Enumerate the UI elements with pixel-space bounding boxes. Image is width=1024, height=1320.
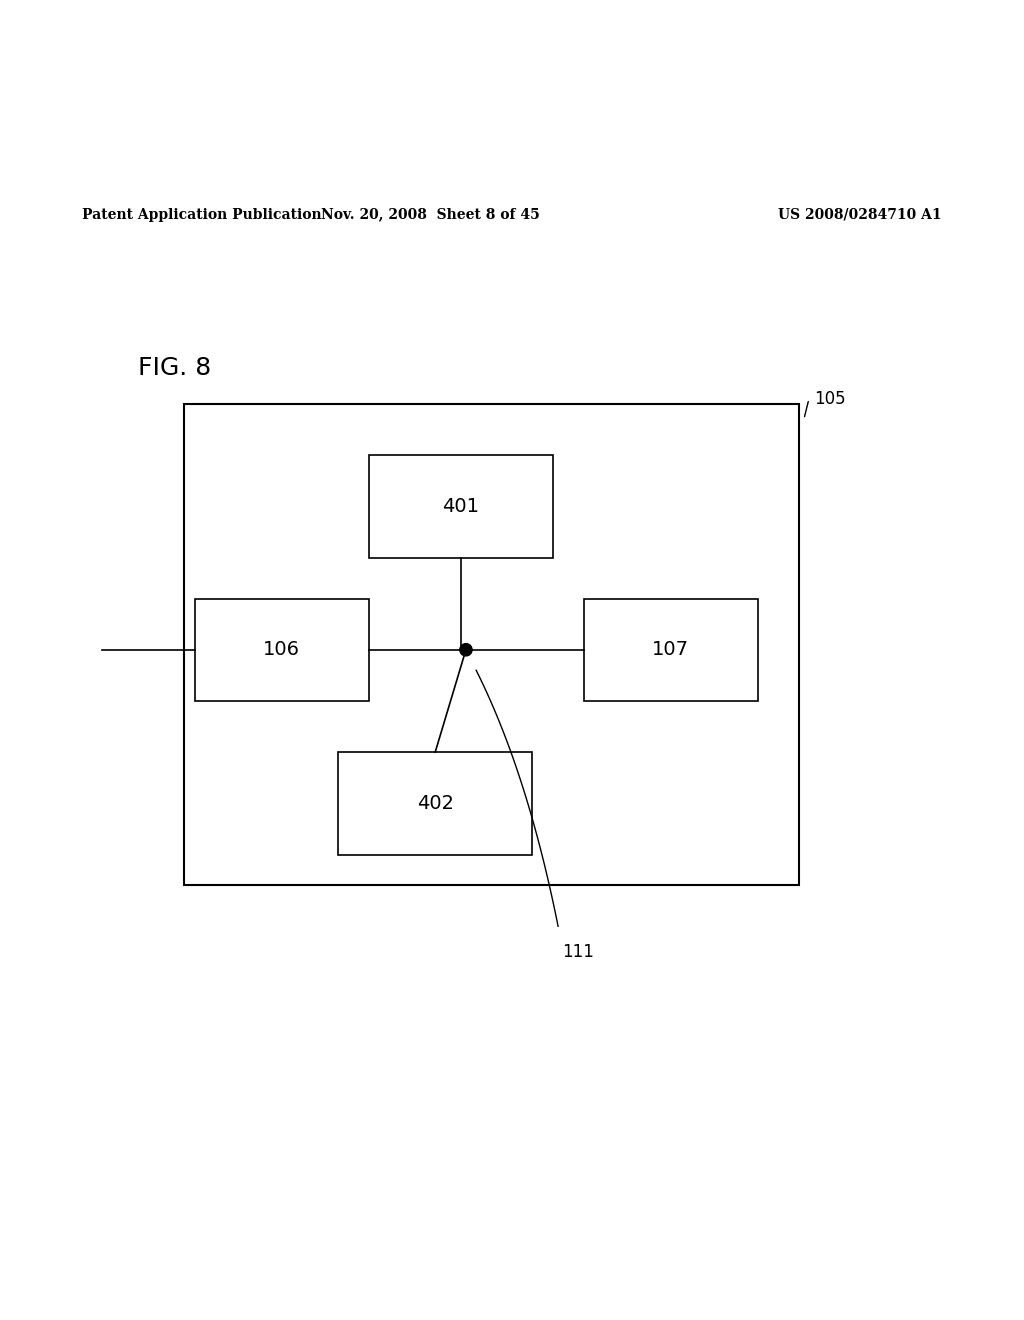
Circle shape [460, 644, 472, 656]
Text: 105: 105 [814, 389, 846, 408]
Text: FIG. 8: FIG. 8 [138, 356, 212, 380]
Bar [184, 404, 799, 886]
Text: Nov. 20, 2008  Sheet 8 of 45: Nov. 20, 2008 Sheet 8 of 45 [321, 207, 540, 222]
Text: 107: 107 [652, 640, 689, 659]
Bar [369, 455, 553, 557]
Text: 111: 111 [562, 942, 595, 961]
Bar [584, 598, 758, 701]
Bar [338, 752, 532, 854]
Text: 106: 106 [263, 640, 300, 659]
Text: 402: 402 [417, 793, 454, 813]
Text: US 2008/0284710 A1: US 2008/0284710 A1 [778, 207, 942, 222]
Text: 401: 401 [442, 496, 479, 516]
Bar [195, 598, 369, 701]
Text: Patent Application Publication: Patent Application Publication [82, 207, 322, 222]
